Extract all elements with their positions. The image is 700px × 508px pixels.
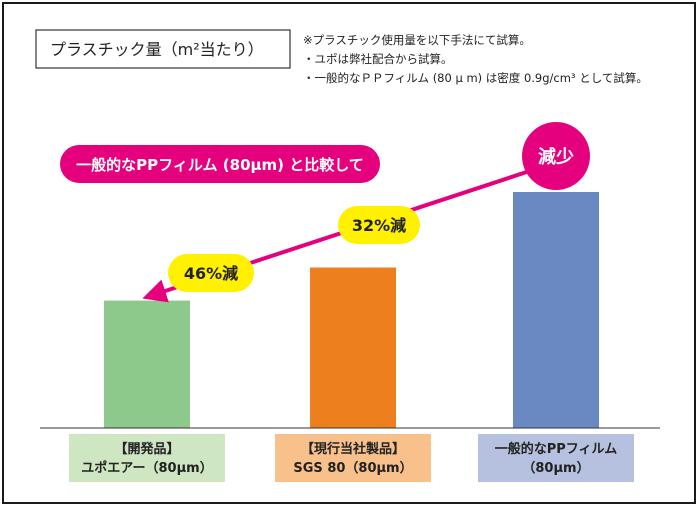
bar-3	[513, 192, 599, 428]
reduction-badge-current	[338, 206, 420, 244]
reduction-badge-dev	[168, 254, 254, 292]
category-label-line1-2: 【現行当社製品】	[301, 441, 405, 457]
reduction-badge-dev-text: 46%減	[184, 264, 238, 283]
reduction-badge-current-text: 32%減	[352, 216, 406, 235]
comparison-banner	[60, 145, 380, 183]
note-line-1: ※プラスチック使用量を以下手法にて試算。	[303, 33, 531, 47]
category-label-box-1	[69, 434, 225, 482]
note-line-2: ・ユポは弊社配合から試算。	[303, 52, 453, 66]
bar-1	[104, 300, 190, 428]
chart-title-box	[35, 29, 291, 69]
chart-title: プラスチック量（m²当たり）	[50, 40, 264, 59]
comparison-banner-text: 一般的なPPフィルム (80μm) と比較して	[76, 156, 364, 174]
category-label-line2-1: ユポエアー（80μm）	[81, 460, 212, 476]
category-label-box-3	[478, 434, 634, 482]
category-label-box-2	[275, 434, 431, 482]
category-label-line1-1: 【開発品】	[114, 441, 179, 457]
bar-2	[310, 267, 396, 428]
reduction-circle	[522, 122, 590, 190]
category-label-line2-2: SGS 80（80μm）	[293, 460, 412, 476]
category-label-line2-3: （80μm）	[522, 460, 589, 476]
note-line-3: ・一般的なＰＰフィルム (80 μ m) は密度 0.9g/cm³ として試算。	[303, 71, 648, 85]
category-label-line1-3: 一般的なPPフィルム	[495, 441, 618, 457]
bars-group	[104, 192, 599, 428]
category-labels-group: 【開発品】ユポエアー（80μm） 【現行当社製品】 SGS 80（80μm） 一般的な…	[69, 434, 634, 482]
reduction-circle-text: 減少	[538, 146, 574, 168]
